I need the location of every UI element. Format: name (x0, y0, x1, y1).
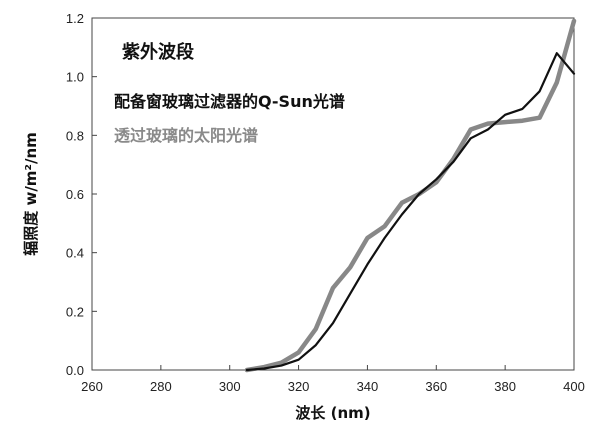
series-line-qsun-window-glass (245, 52, 576, 372)
x-tick-label: 280 (150, 379, 172, 394)
x-tick-label: 320 (288, 379, 310, 394)
chart-title: 紫外波段 (122, 41, 195, 63)
series-line-sunlight-through-glass (244, 18, 577, 373)
x-tick-label: 360 (425, 379, 447, 394)
x-tick-label: 260 (81, 379, 103, 394)
y-tick-label: 0.2 (66, 304, 84, 319)
plot-frame (91, 17, 575, 371)
x-tick-label: 300 (219, 379, 241, 394)
y-tick-label: 1.0 (66, 70, 84, 85)
x-tick-label: 340 (357, 379, 379, 394)
legend-entry-sunlight: 透过玻璃的太阳光谱 (114, 126, 258, 145)
y-tick-label: 0.0 (66, 363, 84, 378)
y-axis-title: 辐照度 w/m²/nm (22, 132, 40, 256)
legend-entry-qsun: 配备窗玻璃过滤器的Q-Sun光谱 (114, 92, 345, 111)
y-tick-label: 0.6 (66, 187, 84, 202)
y-tick-label: 0.8 (66, 128, 84, 143)
y-axis-ticks: 0.0 0.2 0.4 0.6 0.8 1.0 1.2 (66, 11, 97, 378)
y-tick-label: 0.4 (66, 246, 84, 261)
x-axis-ticks: 260 280 300 320 340 360 380 400 (81, 365, 585, 394)
x-tick-label: 400 (563, 379, 585, 394)
series-lines (244, 18, 577, 373)
x-axis-title: 波长 (nm) (295, 404, 370, 422)
y-tick-label: 1.2 (66, 11, 84, 26)
x-tick-label: 380 (494, 379, 516, 394)
